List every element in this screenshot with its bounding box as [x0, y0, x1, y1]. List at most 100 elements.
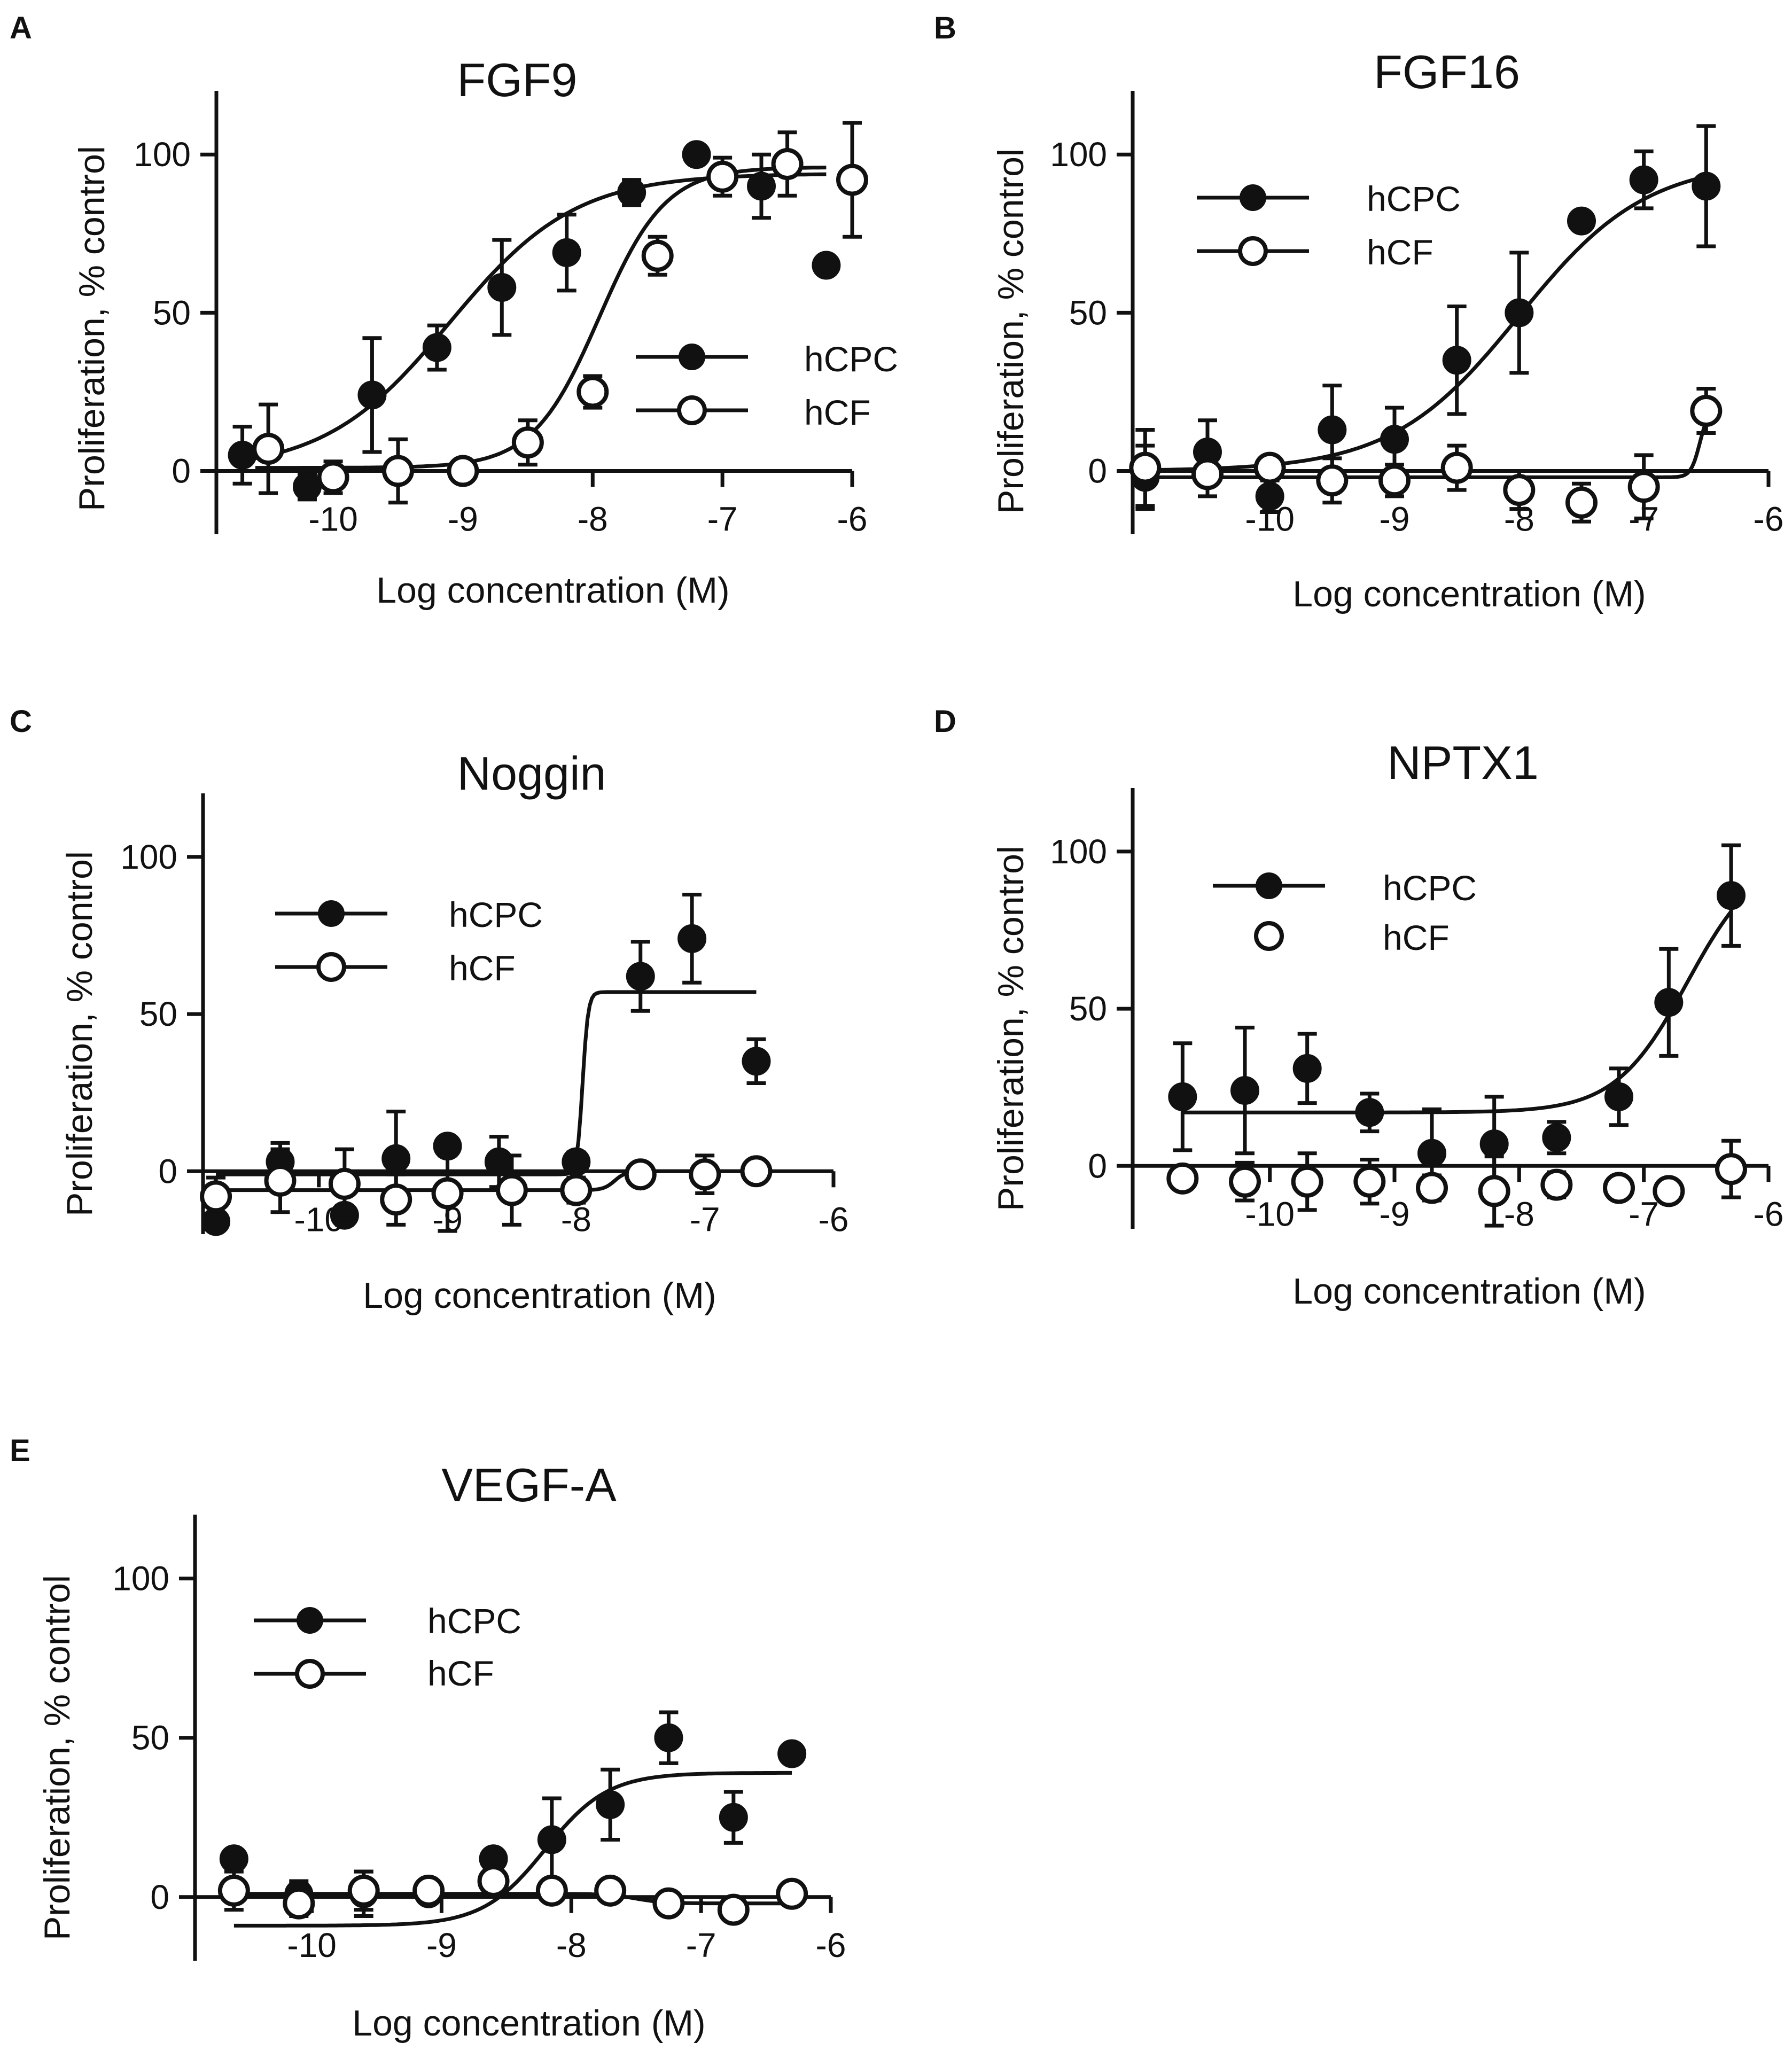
y-tick-label-b: 50 — [1069, 293, 1107, 332]
fit-curve-hcf-e — [233, 1892, 792, 1906]
data-point-hcpc-e — [596, 1790, 625, 1819]
data-point-hcf-b — [1627, 471, 1660, 503]
x-tick-label-b: -9 — [1380, 500, 1410, 539]
data-point-hcf-e — [412, 1874, 445, 1907]
data-point-hcpc-a — [293, 472, 322, 502]
legend-marker-hcpc-d — [1256, 872, 1282, 899]
legend-label-hcf-a: hCF — [804, 393, 871, 432]
y-tick-label-c: 0 — [158, 1152, 177, 1190]
data-point-hcpc-c — [484, 1147, 513, 1176]
data-point-hcpc-a — [357, 380, 387, 410]
data-point-hcf-d — [1291, 1165, 1323, 1198]
x-tick-label-d: -6 — [1754, 1195, 1784, 1233]
data-point-hcf-a — [252, 433, 285, 465]
fit-curve-hcpc-e — [233, 1771, 792, 1928]
legend-e: hCPC hCF — [254, 1601, 521, 1693]
panel-d: D NPTX1 Proliferation, % control Log con… — [934, 704, 1783, 1312]
panel-a: A FGF9 Proliferation, % control Log conc… — [10, 11, 898, 611]
y-axis-label-c: Proliferation, % control — [59, 851, 100, 1216]
data-point-hcpc-c — [677, 924, 707, 953]
x-tick-label-b: -6 — [1754, 500, 1784, 539]
x-axis-label-a: Log concentration (M) — [376, 570, 729, 611]
data-point-hcf-d — [1353, 1165, 1386, 1198]
data-point-hcpc-b — [1692, 171, 1721, 201]
data-point-hcpc-d — [1355, 1098, 1384, 1127]
data-point-hcpc-a — [747, 171, 776, 201]
y-tick-label-a: 0 — [172, 452, 191, 490]
chart-title-c: Noggin — [457, 747, 606, 800]
legend-label-hcpc-d: hCPC — [1383, 868, 1477, 908]
fit-curve-hcf-b — [1145, 421, 1708, 479]
x-tick-label-a: -8 — [578, 500, 608, 539]
data-point-hcpc-b — [1442, 346, 1471, 375]
y-axis-label-b: Proliferation, % control — [991, 149, 1031, 514]
legend-label-hcf-c: hCF — [449, 948, 516, 988]
data-point-hcpc-b — [1318, 415, 1347, 444]
legend-label-hcpc-c: hCPC — [449, 895, 543, 934]
y-axis-label-e: Proliferation, % control — [37, 1575, 77, 1940]
data-point-hcf-c — [495, 1174, 528, 1206]
x-tick-label-e: -6 — [816, 1926, 846, 1964]
x-tick-label-e: -7 — [686, 1926, 716, 1964]
x-tick-label-a: -9 — [448, 500, 478, 539]
data-point-hcpc-a — [617, 178, 646, 207]
x-tick-label-c: -6 — [819, 1200, 849, 1238]
data-point-hcf-a — [511, 426, 544, 459]
x-axis-label-b: Log concentration (M) — [1292, 574, 1646, 614]
legend-label-hcpc-b: hCPC — [1367, 179, 1461, 219]
data-point-hcf-b — [1565, 486, 1598, 519]
legend-c: hCPC hCF — [275, 895, 543, 988]
x-tick-label-a: -6 — [837, 500, 868, 539]
data-point-hcpc-b — [1255, 481, 1284, 511]
x-axis-label-d: Log concentration (M) — [1292, 1271, 1646, 1312]
y-tick-label-d: 100 — [1050, 832, 1107, 871]
data-point-hcpc-e — [719, 1803, 748, 1832]
fit-curve-hcpc-d — [1182, 910, 1733, 1114]
panel-e: E VEGF-A Proliferation, % control Log co… — [10, 1433, 846, 2044]
data-point-hcf-c — [200, 1180, 232, 1213]
data-point-hcpc-c — [742, 1047, 771, 1076]
legend-d: hCPC hCF — [1213, 868, 1477, 957]
data-point-hcf-d — [1416, 1172, 1448, 1204]
data-point-hcf-c — [560, 1174, 593, 1206]
legend-marker-hcpc-c — [318, 900, 345, 927]
data-point-hcf-e — [652, 1887, 685, 1920]
y-tick-label-a: 100 — [134, 135, 191, 174]
data-point-hcpc-d — [1542, 1123, 1571, 1152]
data-point-hcpc-a — [228, 440, 257, 470]
data-point-hcf-a — [771, 148, 804, 180]
x-tick-label-c: -8 — [561, 1200, 591, 1238]
data-point-hcf-a — [576, 376, 609, 408]
data-point-hcf-a — [447, 455, 479, 487]
data-point-hcf-e — [776, 1877, 808, 1910]
data-point-hcf-d — [1653, 1175, 1685, 1207]
data-point-hcpc-b — [1567, 206, 1596, 236]
y-tick-label-a: 50 — [153, 293, 191, 332]
data-point-hcpc-e — [537, 1825, 566, 1854]
x-tick-label-a: -7 — [707, 500, 738, 539]
y-axis-label-a: Proliferation, % control — [72, 146, 112, 511]
fit-curve-hcpc-c — [216, 990, 757, 1176]
data-point-hcpc-a — [812, 251, 841, 280]
data-point-hcf-e — [594, 1874, 627, 1907]
data-point-hcpc-d — [1230, 1076, 1259, 1105]
y-tick-label-b: 100 — [1050, 135, 1107, 174]
data-point-hcpc-a — [487, 273, 517, 302]
legend-marker-hcf-a — [677, 395, 707, 425]
data-point-hcpc-b — [1380, 425, 1409, 454]
y-tick-label-d: 50 — [1069, 989, 1107, 1028]
legend-b: hCPC hCF — [1197, 179, 1461, 272]
panel-b: B FGF16 Proliferation, % control Log con… — [934, 11, 1783, 614]
panel-letter-a: A — [10, 11, 32, 45]
data-point-hcf-b — [1253, 451, 1286, 484]
data-point-hcf-e — [535, 1874, 568, 1907]
fit-curve-hcf-c — [216, 1169, 757, 1192]
plot-area-a: 0 50 100 -10 -9 -8 -7 -6 — [134, 91, 868, 539]
data-point-hcf-a — [641, 239, 674, 272]
y-tick-label-d: 0 — [1088, 1147, 1107, 1185]
data-point-hcf-c — [264, 1164, 297, 1197]
data-point-hcpc-a — [682, 140, 711, 169]
x-axis-label-e: Log concentration (M) — [352, 2003, 705, 2044]
